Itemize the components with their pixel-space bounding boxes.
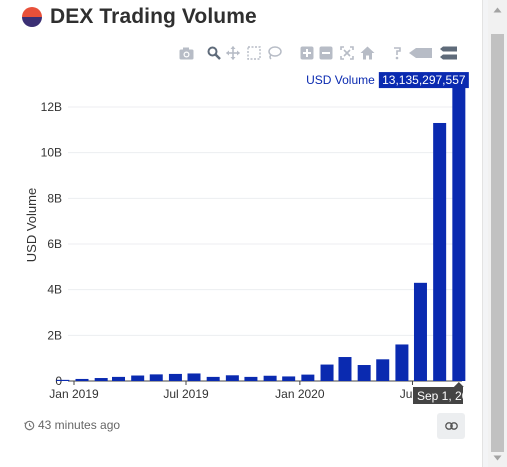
camera-icon[interactable] — [177, 44, 195, 62]
pan-icon[interactable] — [224, 44, 242, 62]
x-hover-label-box — [413, 387, 463, 404]
y-tick-label: 12B — [41, 100, 62, 114]
bar[interactable] — [413, 282, 427, 381]
grid-lines — [68, 106, 462, 382]
x-hover-label: Sep 1, 20 — [417, 389, 469, 403]
bar[interactable] — [452, 81, 466, 382]
bar[interactable] — [282, 376, 296, 381]
link-icon — [444, 422, 458, 430]
bar[interactable] — [338, 357, 352, 381]
zoom-in-icon[interactable] — [298, 44, 316, 62]
updated-timestamp: 43 minutes ago — [24, 418, 120, 432]
bar[interactable] — [357, 365, 371, 381]
hover-closest-icon[interactable] — [408, 44, 434, 62]
updated-text: 43 minutes ago — [38, 418, 121, 432]
y-tick-label: 6B — [47, 237, 62, 251]
bar[interactable] — [149, 374, 163, 381]
bar[interactable] — [187, 373, 201, 381]
x-axis-ticks: Jan 2019 Jul 2019 Jan 2020 Jul 2 — [49, 381, 425, 401]
card-title: DEX Trading Volume — [50, 5, 257, 28]
scroll-up-icon[interactable] — [488, 0, 507, 20]
tooltip-value: 13,135,297,557 — [382, 73, 466, 87]
chart-card: DEX Trading Volume — [0, 0, 483, 467]
bar[interactable] — [131, 375, 145, 381]
bar[interactable] — [301, 374, 315, 381]
zoom-out-icon[interactable] — [317, 44, 335, 62]
y-tick-label: 10B — [41, 146, 62, 160]
scroll-down-icon[interactable] — [488, 449, 507, 467]
bars[interactable] — [56, 81, 466, 382]
y-axis-label: USD Volume — [24, 188, 39, 262]
page-scrollbar[interactable] — [488, 0, 507, 467]
bar[interactable] — [433, 122, 447, 381]
logo-icon — [22, 7, 42, 27]
y-tick-label: 8B — [47, 191, 62, 205]
bar[interactable] — [56, 379, 70, 381]
bar[interactable] — [206, 376, 220, 381]
bar[interactable] — [112, 376, 126, 381]
box-select-icon[interactable] — [245, 44, 263, 62]
spike-lines-icon[interactable] — [388, 44, 406, 62]
bar[interactable] — [263, 375, 277, 381]
bar[interactable] — [376, 359, 390, 381]
bar[interactable] — [244, 376, 258, 381]
x-tick-label: Jul 2019 — [163, 387, 209, 401]
lasso-icon[interactable] — [265, 44, 283, 62]
reset-axes-icon[interactable] — [358, 44, 376, 62]
card-header: DEX Trading Volume — [22, 5, 257, 29]
history-icon — [24, 420, 35, 430]
y-tick-label: 4B — [47, 283, 62, 297]
bar[interactable] — [225, 375, 239, 381]
bar[interactable] — [75, 378, 89, 381]
bar[interactable] — [395, 344, 409, 381]
tooltip-value-box — [378, 72, 469, 89]
y-tick-label: 2B — [47, 328, 62, 342]
autoscale-icon[interactable] — [338, 44, 356, 62]
zoom-icon[interactable] — [205, 44, 223, 62]
hover-compare-icon[interactable] — [438, 44, 460, 62]
copy-link-button[interactable] — [437, 413, 465, 439]
bar[interactable] — [320, 364, 334, 381]
y-axis-ticks: 02B4B6B8B10B12B — [41, 100, 63, 388]
x-tick-label: Jan 2020 — [275, 387, 325, 401]
x-tick-label: Jan 2019 — [49, 387, 99, 401]
bar[interactable] — [168, 373, 182, 381]
hover-tooltip: 13,135,297,557 USD Volume Sep 1, 20 — [306, 72, 469, 404]
scroll-thumb[interactable] — [491, 34, 504, 452]
tooltip-series-label: USD Volume — [306, 73, 375, 87]
bar[interactable] — [94, 378, 108, 381]
